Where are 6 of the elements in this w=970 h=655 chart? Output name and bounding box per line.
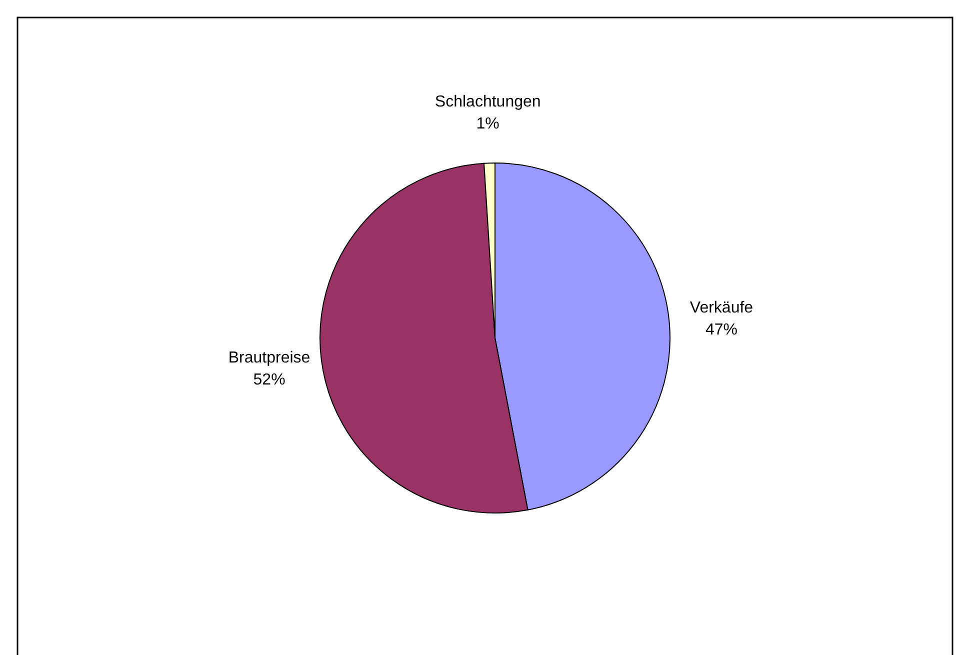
data-label: 47% <box>705 322 738 339</box>
slice-label: Brautpreise <box>228 350 310 367</box>
slice-label: Schlachtungen <box>434 94 541 111</box>
data-label: 1% <box>476 116 500 133</box>
slice-label: Verkäufe <box>690 300 754 317</box>
data-label: 52% <box>253 372 286 389</box>
